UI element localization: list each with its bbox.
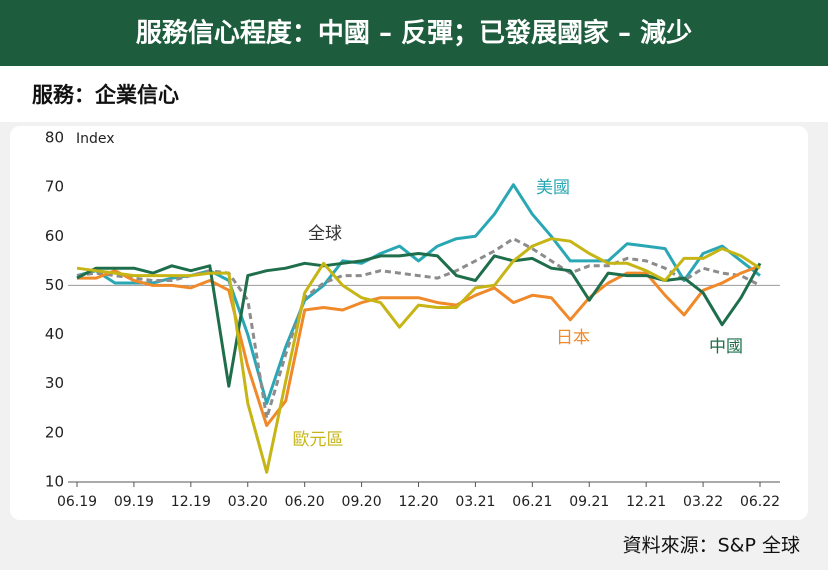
x-tick-label: 12.19 <box>171 494 211 510</box>
series-line <box>77 264 761 427</box>
y-tick-label: 20 <box>45 423 64 441</box>
y-tick-label: 30 <box>45 374 64 392</box>
x-tick-label: 06.20 <box>285 494 325 510</box>
header-band <box>0 0 828 66</box>
series-label: 日本 <box>556 328 590 348</box>
y-axis-label: Index <box>76 131 115 147</box>
series-label: 美國 <box>536 178 570 198</box>
y-tick-label: 10 <box>45 473 64 491</box>
series-label: 歐元區 <box>293 430 344 450</box>
x-tick-label: 09.20 <box>342 494 382 510</box>
x-tick-label: 09.21 <box>569 494 609 510</box>
series-line <box>76 237 761 474</box>
subtitle-band <box>0 66 828 122</box>
y-tick-label: 80 <box>45 129 64 147</box>
x-tick-label: 06.21 <box>512 494 552 510</box>
x-tick-label: 12.20 <box>398 494 438 510</box>
x-tick-label: 06.19 <box>57 494 97 510</box>
series-line <box>76 252 762 388</box>
chart-subtitle: 服務：企業信心 <box>32 83 179 107</box>
series-label: 全球 <box>308 224 342 244</box>
y-tick-label: 70 <box>45 178 64 196</box>
chart-title: 服務信心程度：中國 – 反彈；已發展國家 – 減少 <box>136 18 692 49</box>
y-tick-label: 60 <box>45 227 64 245</box>
x-tick-label: 09.19 <box>114 494 154 510</box>
x-tick-label: 12.21 <box>626 494 666 510</box>
source: 資料來源：S&P 全球 <box>623 535 800 557</box>
plot-panel <box>10 126 808 520</box>
x-tick-label: 03.20 <box>228 494 268 510</box>
y-tick-label: 40 <box>45 325 64 343</box>
x-tick-label: 03.21 <box>455 494 495 510</box>
x-tick-label: 03.22 <box>683 494 723 510</box>
series-label: 中國 <box>709 337 743 357</box>
y-tick-label: 50 <box>45 276 64 294</box>
x-tick-label: 06.22 <box>740 494 780 510</box>
